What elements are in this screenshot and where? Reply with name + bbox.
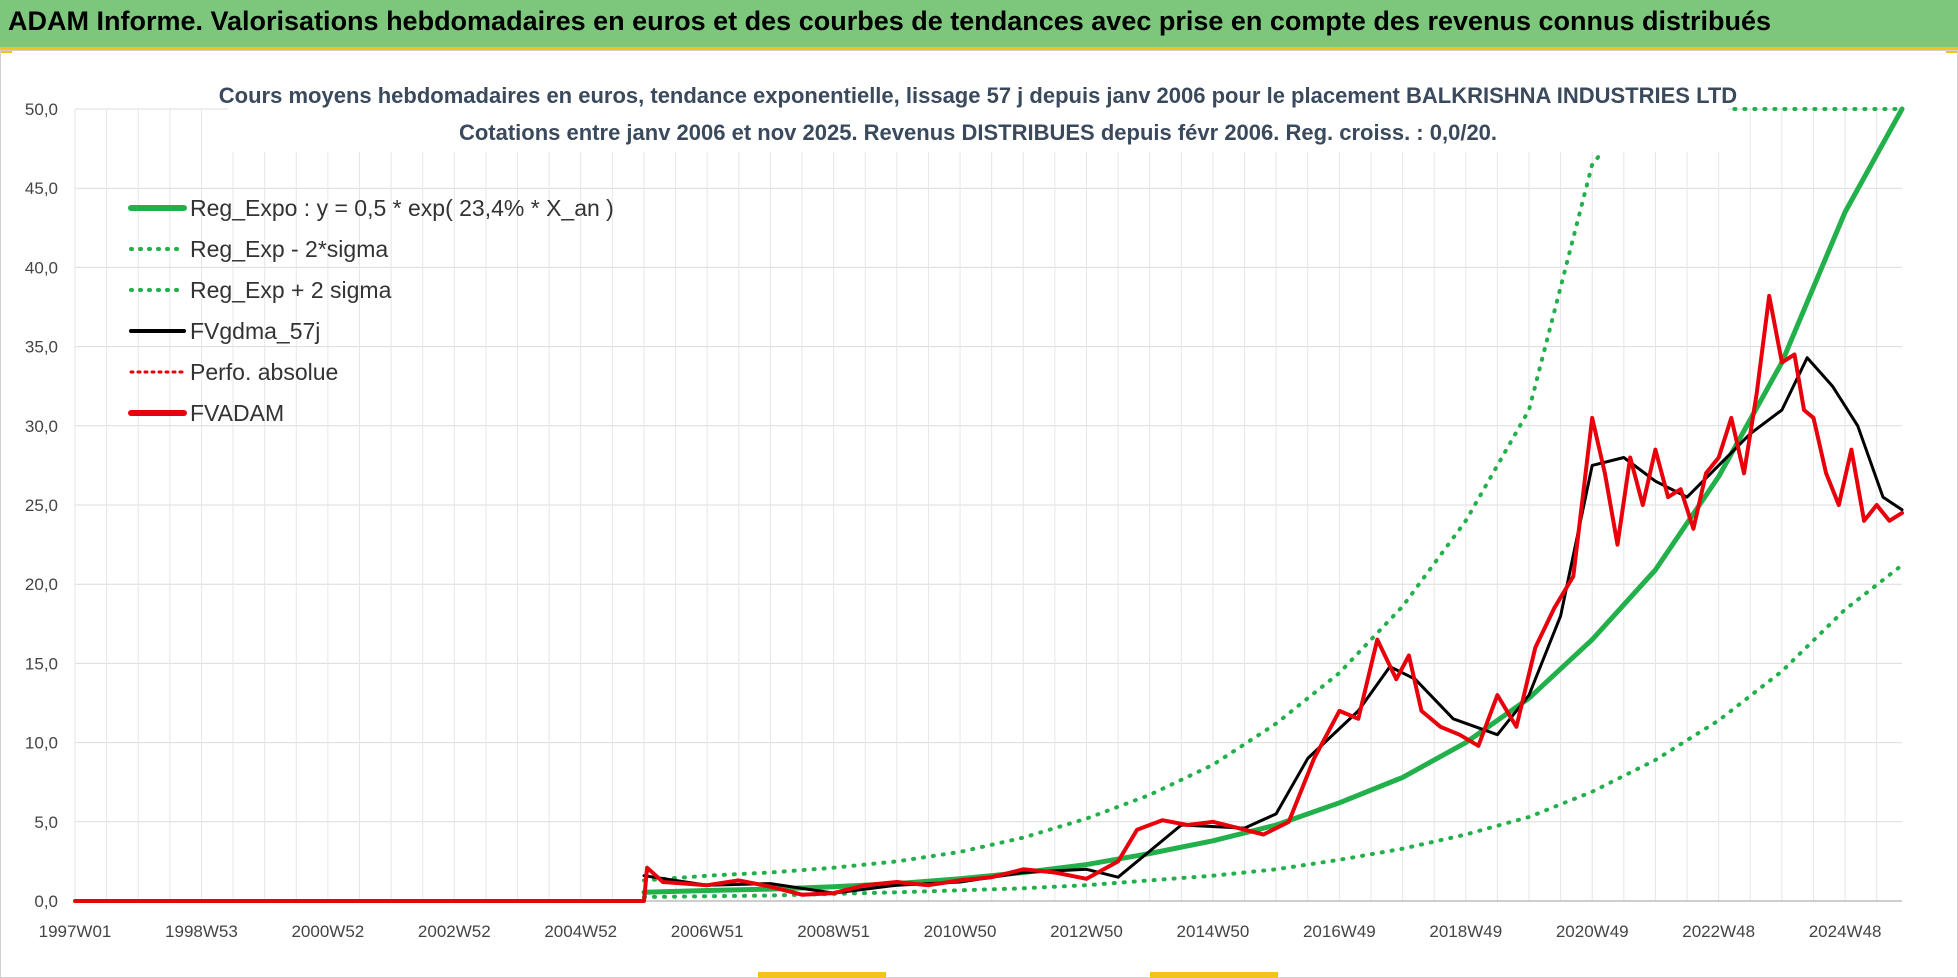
legend-label-perfo: Perfo. absolue: [190, 359, 338, 385]
y-tick-label: 0,0: [34, 892, 58, 911]
x-tick-label: 2020W49: [1556, 922, 1629, 941]
y-tick-label: 10,0: [25, 734, 58, 753]
x-tick-label: 2022W48: [1682, 922, 1755, 941]
x-tick-label: 2012W50: [1050, 922, 1123, 941]
chart-title-line2: Cotations entre janv 2006 et nov 2025. R…: [459, 120, 1497, 145]
series-reg-plus-2sigma: [642, 154, 1601, 883]
legend-label-fv_gdma: FVgdma_57j: [190, 318, 320, 344]
x-tick-label: 2018W49: [1429, 922, 1502, 941]
x-tick-label: 2008W51: [797, 922, 870, 941]
chart-grid: [74, 108, 1902, 902]
x-tick-label: 1997W01: [39, 922, 112, 941]
y-tick-label: 45,0: [25, 179, 58, 198]
x-tick-label: 1998W53: [165, 922, 238, 941]
series-fvgdma-57j: [642, 356, 1904, 895]
series-fvadam: [73, 293, 1904, 903]
chart-title-background: [228, 82, 1728, 152]
y-tick-label: 25,0: [25, 496, 58, 515]
y-tick-label: 35,0: [25, 338, 58, 357]
legend-label-reg_expo: Reg_Expo : y = 0,5 * exp( 23,4% * X_an ): [190, 195, 614, 221]
report-banner: ADAM Informe. Valorisations hebdomadaire…: [0, 0, 1958, 50]
report-title: ADAM Informe. Valorisations hebdomadaire…: [8, 6, 1772, 36]
legend-label-reg_plus: Reg_Exp + 2 sigma: [190, 277, 392, 303]
x-tick-label: 2024W48: [1809, 922, 1882, 941]
y-tick-label: 15,0: [25, 654, 58, 673]
chart-axis-labels: 0,0 5,0 10,0 15,0 20,0 25,0 30,0 35,0 40,0 45,0 50…: [25, 100, 1882, 941]
x-tick-label: 2016W49: [1303, 922, 1376, 941]
x-tick-label: 2002W52: [418, 922, 491, 941]
x-tick-label: 2000W52: [291, 922, 364, 941]
x-tick-label: 2004W52: [544, 922, 617, 941]
x-tick-label: 2014W50: [1177, 922, 1250, 941]
legend-label-fvadam: FVADAM: [190, 400, 284, 426]
chart-legend: Reg_Expo : y = 0,5 * exp( 23,4% * X_an )…: [128, 195, 614, 426]
legend-label-reg_minus: Reg_Exp - 2*sigma: [190, 236, 388, 262]
series-reg-minus-2sigma: [642, 563, 1904, 899]
y-tick-label: 5,0: [34, 813, 58, 832]
series-reg-expo: [641, 106, 1905, 895]
y-tick-label: 50,0: [25, 100, 58, 119]
x-tick-label: 2006W51: [671, 922, 744, 941]
scroll-marker-2: [1150, 972, 1278, 978]
y-tick-label: 40,0: [25, 258, 58, 277]
scroll-marker-1: [758, 972, 886, 978]
chart-series-layer: [73, 106, 1905, 903]
y-tick-label: 30,0: [25, 417, 58, 436]
y-tick-label: 20,0: [25, 575, 58, 594]
x-tick-label: 2010W50: [924, 922, 997, 941]
chart-title-line1: Cours moyens hebdomadaires en euros, ten…: [219, 83, 1737, 108]
